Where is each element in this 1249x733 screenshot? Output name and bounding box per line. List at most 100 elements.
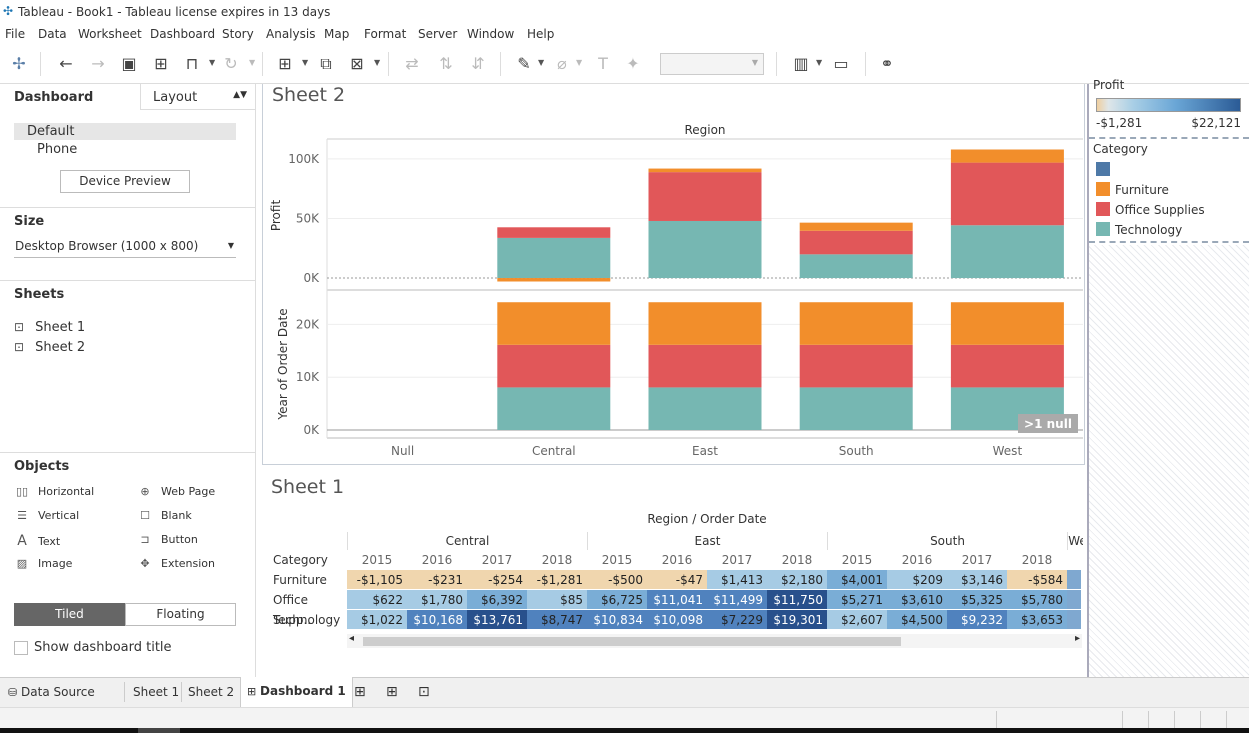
- crosstab-cell[interactable]: $5,271: [827, 590, 887, 610]
- tableau-start-icon[interactable]: ✢: [12, 54, 26, 73]
- crosstab-cell[interactable]: $4,001: [827, 570, 887, 590]
- sheet1-crosstab[interactable]: Region / Order Date CentralEastSouthWe20…: [271, 512, 1083, 652]
- crosstab-cell[interactable]: $1,413: [707, 570, 767, 590]
- category-legend-item[interactable]: Technology: [1096, 222, 1246, 240]
- crosstab-cell[interactable]: $622: [347, 590, 407, 610]
- bar-east-technology[interactable]: [648, 387, 762, 430]
- object-button[interactable]: ⊐ Button: [137, 533, 197, 546]
- crosstab-cell[interactable]: $3,653: [1007, 610, 1067, 630]
- crosstab-cell[interactable]: $3,146: [947, 570, 1007, 590]
- crosstab-cell[interactable]: $5,780: [1007, 590, 1067, 610]
- bar-west-office-supplies[interactable]: [950, 344, 1064, 388]
- device-phone[interactable]: Phone: [37, 142, 78, 157]
- share-icon[interactable]: ⚭: [880, 54, 894, 73]
- bar-east-office-supplies[interactable]: [648, 344, 762, 388]
- object-text[interactable]: A Text: [14, 533, 60, 549]
- sheet-item-2[interactable]: ⊡ Sheet 2: [14, 340, 86, 355]
- crosstab-cell[interactable]: $6,392: [467, 590, 527, 610]
- crosstab-cell[interactable]: $10,834: [587, 610, 647, 630]
- redo-icon[interactable]: →: [91, 54, 105, 73]
- object-image[interactable]: ▨ Image: [14, 557, 73, 570]
- bar-central-technology[interactable]: [497, 387, 611, 430]
- object-horizontal[interactable]: ▯▯ Horizontal: [15, 485, 95, 498]
- crosstab-cell[interactable]: -$1,105: [347, 570, 407, 590]
- sort-descending-icon[interactable]: ⇵: [471, 54, 485, 73]
- bar-central-technology[interactable]: [497, 237, 611, 279]
- crosstab-cell[interactable]: $4,500: [887, 610, 947, 630]
- tab-data-source[interactable]: ⛁ Data Source: [8, 685, 95, 699]
- crosstab-cell[interactable]: [1067, 570, 1081, 590]
- bar-west-technology[interactable]: [950, 225, 1064, 279]
- crosstab-cell[interactable]: $11,750: [767, 590, 827, 610]
- pause-updates-icon[interactable]: ⊓: [185, 54, 199, 73]
- menu-map[interactable]: Map: [324, 27, 350, 41]
- sheet2-chart[interactable]: Region Profit 100K 50K 0K Year of Order Date…: [263, 114, 1083, 489]
- bar-south-furniture[interactable]: [799, 302, 913, 345]
- menu-dashboard[interactable]: Dashboard: [150, 27, 216, 41]
- new-data-source-icon[interactable]: ⊞: [154, 54, 168, 73]
- show-cards-icon[interactable]: ▥: [793, 54, 809, 73]
- tiled-toggle[interactable]: Tiled: [14, 603, 125, 626]
- category-legend-item[interactable]: [1096, 162, 1246, 180]
- fit-dropdown[interactable]: ▼: [660, 53, 764, 75]
- object-vertical[interactable]: ☰ Vertical: [14, 509, 79, 522]
- crosstab-cell[interactable]: -$254: [467, 570, 527, 590]
- horizontal-scrollbar[interactable]: ◂ ▸: [347, 633, 1082, 648]
- crosstab-cell[interactable]: -$1,281: [527, 570, 587, 590]
- tab-layout[interactable]: Layout ▲▼: [140, 84, 255, 110]
- menu-file[interactable]: File: [5, 27, 26, 41]
- profit-color-ramp[interactable]: [1096, 98, 1241, 112]
- crosstab-cell[interactable]: $209: [887, 570, 947, 590]
- sort-ascending-icon[interactable]: ⇅: [439, 54, 453, 73]
- tab-sheet-2[interactable]: Sheet 2: [188, 685, 235, 699]
- crosstab-cell[interactable]: -$584: [1007, 570, 1067, 590]
- crosstab-cell[interactable]: $1,780: [407, 590, 467, 610]
- bar-west-furniture[interactable]: [950, 149, 1064, 163]
- crosstab-cell[interactable]: $8,747: [527, 610, 587, 630]
- bar-west-furniture[interactable]: [950, 302, 1064, 345]
- bar-east-furniture[interactable]: [648, 168, 762, 173]
- bar-south-furniture[interactable]: [799, 222, 913, 231]
- bar-south-office-supplies[interactable]: [799, 230, 913, 255]
- bar-south-technology[interactable]: [799, 254, 913, 279]
- crosstab-cell[interactable]: $1,022: [347, 610, 407, 630]
- crosstab-cell[interactable]: $11,499: [707, 590, 767, 610]
- bar-central-office-supplies[interactable]: [497, 227, 611, 238]
- swap-icon[interactable]: ⇄: [405, 54, 419, 73]
- clear-sheet-icon[interactable]: ⊠: [350, 54, 364, 73]
- object-blank[interactable]: ☐ Blank: [137, 509, 192, 522]
- menu-data[interactable]: Data: [38, 27, 67, 41]
- bar-central-office-supplies[interactable]: [497, 344, 611, 388]
- menu-window[interactable]: Window: [467, 27, 515, 41]
- crosstab-cell[interactable]: $19,301: [767, 610, 827, 630]
- group-icon[interactable]: ⌀: [557, 54, 567, 73]
- menu-story[interactable]: Story: [222, 27, 254, 41]
- crosstab-cell[interactable]: -$231: [407, 570, 467, 590]
- scroll-right-icon[interactable]: ▸: [1074, 633, 1080, 644]
- crosstab-cell[interactable]: $10,168: [407, 610, 467, 630]
- bar-east-technology[interactable]: [648, 220, 762, 279]
- scroll-left-icon[interactable]: ◂: [349, 633, 355, 644]
- crosstab-cell[interactable]: $2,607: [827, 610, 887, 630]
- bar-central-furniture[interactable]: [497, 302, 611, 345]
- crosstab-cell[interactable]: $9,232: [947, 610, 1007, 630]
- menu-analysis[interactable]: Analysis: [266, 27, 316, 41]
- undo-icon[interactable]: ←: [59, 54, 73, 73]
- crosstab-cell[interactable]: $85: [527, 590, 587, 610]
- bar-west-office-supplies[interactable]: [950, 162, 1064, 226]
- pin-icon[interactable]: ✦: [626, 54, 640, 73]
- crosstab-cell[interactable]: $13,761: [467, 610, 527, 630]
- category-legend-item[interactable]: Office Supplies: [1096, 202, 1246, 220]
- bar-south-technology[interactable]: [799, 387, 913, 430]
- crosstab-cell[interactable]: $5,325: [947, 590, 1007, 610]
- sheet-item-1[interactable]: ⊡ Sheet 1: [14, 320, 86, 335]
- presentation-mode-icon[interactable]: ▭: [833, 54, 849, 73]
- category-legend-item[interactable]: Furniture: [1096, 182, 1246, 200]
- duplicate-icon[interactable]: ⧉: [320, 54, 332, 73]
- scrollbar-thumb[interactable]: [363, 637, 901, 646]
- tab-sheet-1[interactable]: Sheet 1: [133, 685, 180, 699]
- save-icon[interactable]: ▣: [121, 54, 137, 73]
- crosstab-cell[interactable]: -$47: [647, 570, 707, 590]
- refresh-icon[interactable]: ↻: [224, 54, 238, 73]
- new-worksheet-icon[interactable]: ⊞: [278, 54, 292, 73]
